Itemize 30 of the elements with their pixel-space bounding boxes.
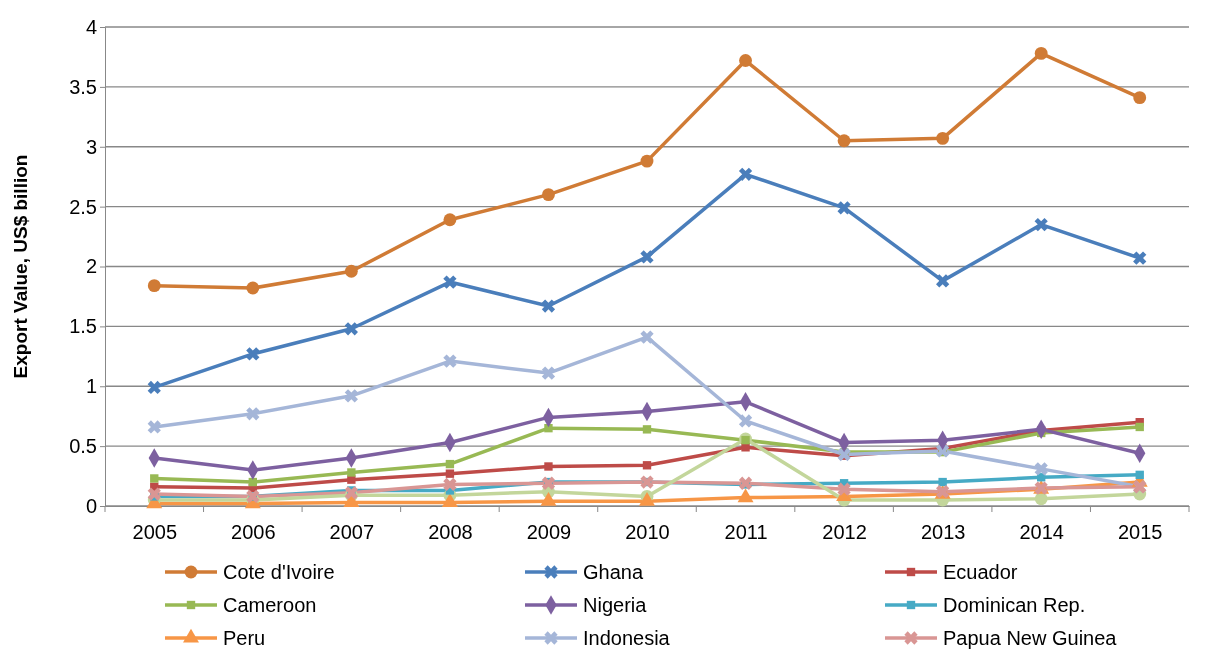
x-tick-label: 2006: [231, 521, 276, 543]
y-tick-label: 0: [85, 494, 97, 517]
y-tick-label: 2.5: [69, 195, 97, 218]
x-tick-label: 2011: [724, 521, 768, 543]
x-tick-label: 2008: [428, 521, 473, 543]
y-tick-label: 3.5: [69, 75, 97, 98]
legend-label: Cote d'Ivoire: [223, 561, 335, 583]
x-tick-label: 2013: [920, 521, 966, 543]
x-tick-label: 2014: [1019, 521, 1064, 543]
x-tick-label: 2012: [822, 521, 867, 543]
legend-label: Ecuador: [943, 561, 1018, 583]
y-tick-label: 4: [85, 15, 97, 38]
legend-label: Dominican Rep.: [943, 594, 1086, 616]
y-axis-title: Export Value, US$ billion: [10, 154, 31, 379]
x-tick-label: 2005: [132, 521, 178, 543]
y-tick-label: 0.5: [69, 435, 97, 458]
x-tick-label: 2009: [526, 521, 572, 543]
y-tick-label: 3: [85, 135, 97, 158]
legend-label: Papua New Guinea: [943, 627, 1118, 649]
legend-label: Indonesia: [583, 627, 671, 649]
legend-label: Cameroon: [223, 594, 317, 616]
legend-label: Ghana: [583, 561, 644, 583]
y-tick-label: 2: [85, 255, 97, 278]
x-tick-label: 2010: [625, 521, 670, 543]
legend-label: Nigeria: [583, 594, 648, 616]
x-tick-label: 2015: [1117, 521, 1163, 543]
x-tick-label: 2007: [329, 521, 375, 543]
y-tick-label: 1: [85, 375, 97, 398]
legend-label: Peru: [223, 627, 266, 649]
y-tick-label: 1.5: [69, 315, 97, 338]
